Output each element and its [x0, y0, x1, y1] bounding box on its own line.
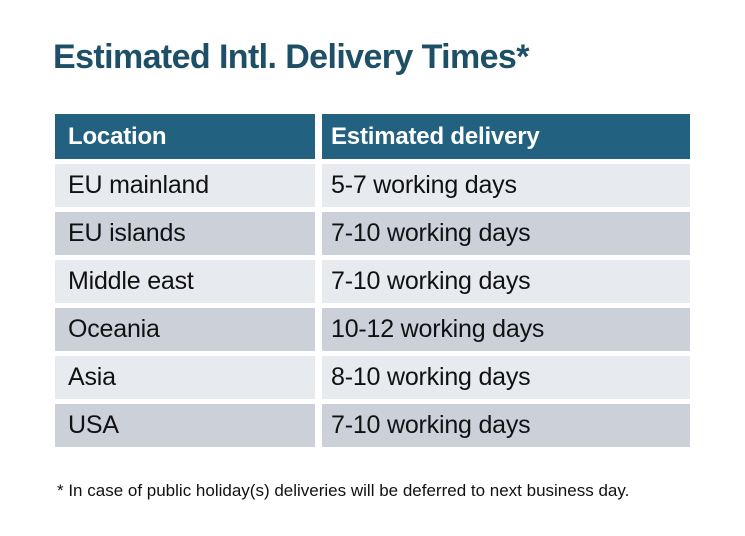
column-header-estimated-delivery: Estimated delivery — [322, 114, 690, 159]
delivery-cell: 5-7 working days — [322, 164, 690, 207]
column-header-location: Location — [55, 114, 315, 159]
table-row: Middle east 7-10 working days — [55, 260, 690, 303]
location-cell: EU islands — [55, 212, 315, 255]
location-cell: Asia — [55, 356, 315, 399]
delivery-times-table: Location Estimated delivery EU mainland … — [55, 114, 690, 452]
table-row: EU islands 7-10 working days — [55, 212, 690, 255]
footnote: * In case of public holiday(s) deliverie… — [57, 481, 630, 500]
delivery-cell: 7-10 working days — [322, 212, 690, 255]
delivery-cell: 7-10 working days — [322, 404, 690, 447]
delivery-cell: 8-10 working days — [322, 356, 690, 399]
table-row: Asia 8-10 working days — [55, 356, 690, 399]
delivery-cell: 7-10 working days — [322, 260, 690, 303]
location-cell: EU mainland — [55, 164, 315, 207]
table-row: EU mainland 5-7 working days — [55, 164, 690, 207]
table-header-row: Location Estimated delivery — [55, 114, 690, 159]
page-title: Estimated Intl. Delivery Times* — [53, 38, 529, 76]
location-cell: Oceania — [55, 308, 315, 351]
location-cell: USA — [55, 404, 315, 447]
delivery-cell: 10-12 working days — [322, 308, 690, 351]
table-row: USA 7-10 working days — [55, 404, 690, 447]
table-row: Oceania 10-12 working days — [55, 308, 690, 351]
location-cell: Middle east — [55, 260, 315, 303]
